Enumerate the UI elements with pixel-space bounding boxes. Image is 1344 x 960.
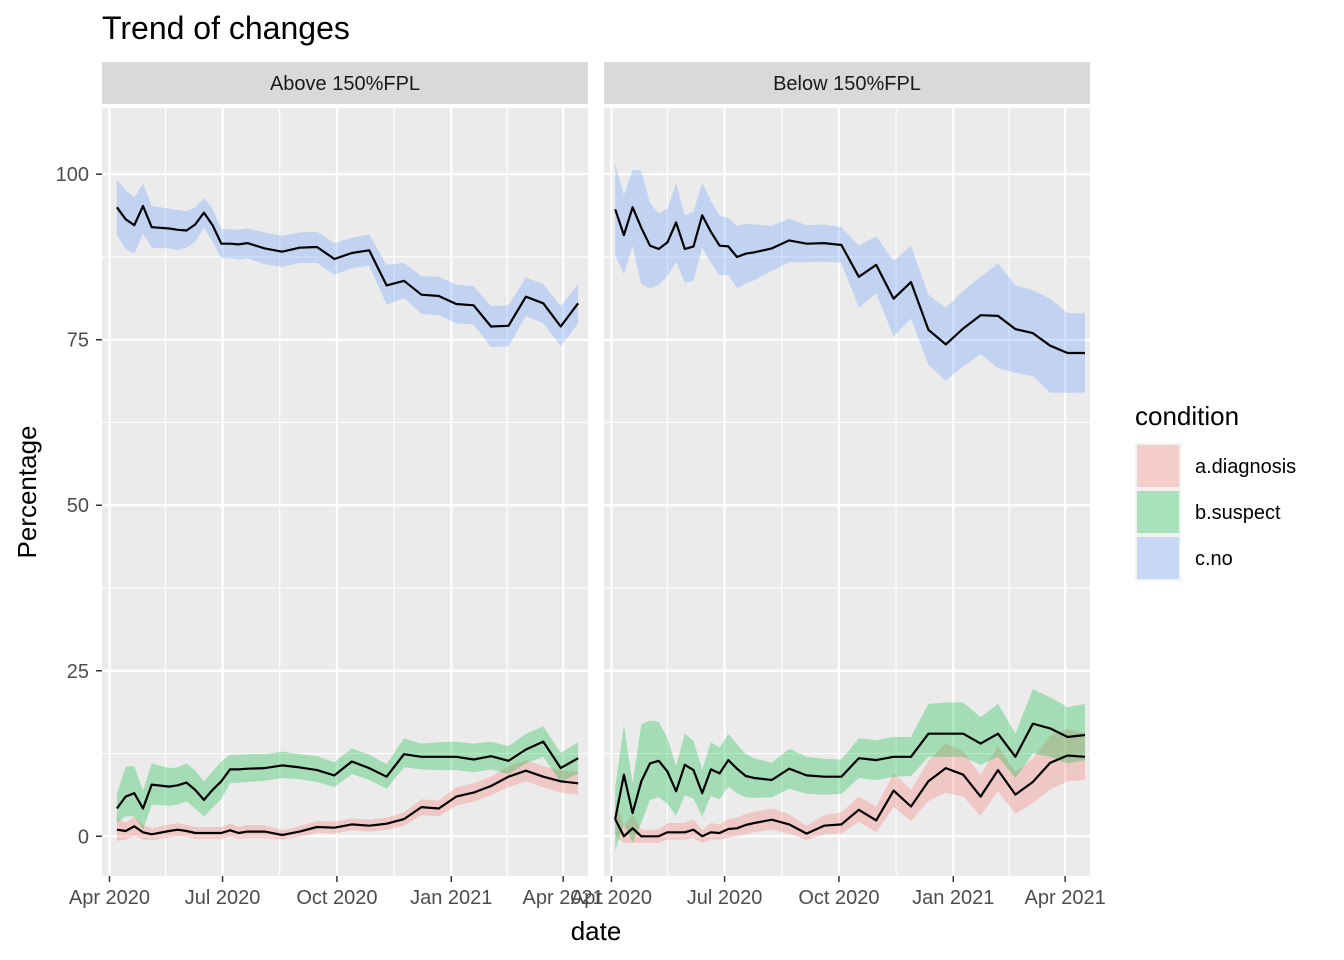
x-tick-label: Jul 2020 xyxy=(185,887,261,909)
x-axis: Apr 2020 Jul 2020 Oct 2020 Jan 2021 Apr 2021… xyxy=(69,876,1106,909)
line-b-suspect xyxy=(116,740,579,810)
chart-title: Trend of changes xyxy=(102,10,350,46)
y-axis-title: Percentage xyxy=(12,426,42,559)
strip-background xyxy=(604,62,1090,104)
y-tick-label: 100 xyxy=(56,164,89,186)
legend-swatch xyxy=(1137,537,1179,579)
major-gridlines xyxy=(102,108,588,876)
legend-swatch xyxy=(1137,491,1179,533)
line-b-suspect xyxy=(614,722,1086,820)
y-tick-label: 50 xyxy=(67,495,89,517)
major-gridlines xyxy=(604,108,1090,876)
legend-key-background xyxy=(1135,489,1181,535)
minor-gridlines xyxy=(604,108,1090,876)
ribbon-c-no xyxy=(615,163,1085,393)
y-axis: 0 25 50 75 100 xyxy=(56,164,102,848)
x-tick-label: Oct 2020 xyxy=(296,887,377,909)
x-tick-label: Apr 2021 xyxy=(523,887,604,909)
ribbon-b-suspect xyxy=(116,726,579,830)
legend: condition a.diagnosis b.suspect c.no xyxy=(1135,401,1296,581)
x-tick-label: Apr 2020 xyxy=(69,887,150,909)
lines xyxy=(614,206,1086,838)
strip-label: Below 150%FPL xyxy=(773,73,921,95)
line-a-diagnosis xyxy=(116,769,579,837)
y-tick-label: 75 xyxy=(67,330,89,352)
strip-label: Above 150%FPL xyxy=(270,73,420,95)
legend-label: b.suspect xyxy=(1195,502,1281,524)
x-tick-label: Apr 2021 xyxy=(1025,887,1106,909)
ribbon-a-diagnosis xyxy=(615,729,1085,843)
strip-background xyxy=(102,62,588,104)
line-a-diagnosis xyxy=(614,754,1086,838)
x-tick-label: Oct 2020 xyxy=(798,887,879,909)
x-tick-label: Apr 2020 xyxy=(571,887,652,909)
line-c-no xyxy=(116,204,579,328)
x-tick-label: Jan 2021 xyxy=(912,887,994,909)
x-tick-label: Jan 2021 xyxy=(410,887,492,909)
minor-gridlines xyxy=(102,108,588,876)
panel-below-150fpl: Below 150%FPL xyxy=(604,62,1090,876)
legend-label: c.no xyxy=(1195,548,1233,570)
y-tick-label: 25 xyxy=(67,661,89,683)
legend-key-background xyxy=(1135,535,1181,581)
ribbon-b-suspect xyxy=(615,689,1085,851)
line-c-no xyxy=(614,206,1085,355)
legend-label: a.diagnosis xyxy=(1195,456,1296,478)
ribbons xyxy=(615,163,1085,851)
lines xyxy=(116,204,579,837)
panel-above-150fpl: Above 150%FPL xyxy=(102,62,588,876)
legend-title: condition xyxy=(1135,401,1239,431)
x-axis-title: date xyxy=(571,916,622,946)
legend-key-background xyxy=(1135,443,1181,489)
legend-swatch xyxy=(1137,445,1179,487)
y-tick-label: 0 xyxy=(78,826,89,848)
x-tick-label: Jul 2020 xyxy=(687,887,763,909)
